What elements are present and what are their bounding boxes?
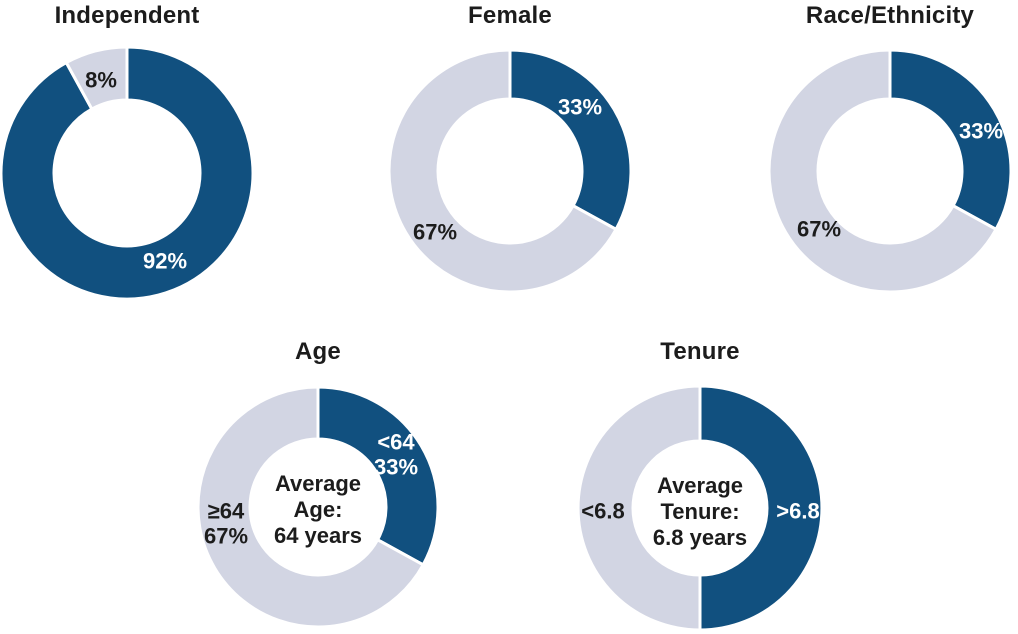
chart-title-female: Female — [468, 2, 552, 29]
donut-segment — [769, 50, 999, 292]
segment-label-under-6-8: <6.8 — [581, 498, 625, 524]
donut-segment — [198, 387, 426, 627]
donut-segment — [389, 50, 619, 292]
donut-chart-race-ethnicity: Race/Ethnicity 33% 67% — [769, 0, 1011, 300]
donut-chart-age: Age <64 33% ≥64 67% Average Age: 64 year… — [198, 336, 438, 634]
chart-title-age: Age — [295, 338, 341, 365]
center-label-average-tenure: Average Tenure: 6.8 years — [652, 473, 748, 550]
donut-segment — [578, 386, 702, 630]
donut-segment — [1, 47, 253, 299]
segment-label-67pct: 67% — [796, 216, 842, 242]
segment-label-33pct: 33% — [958, 118, 1004, 144]
donut-chart-independent: Independent 92% 8% — [0, 0, 254, 300]
donut-ring-race-ethnicity — [769, 50, 1011, 292]
chart-title-tenure: Tenure — [660, 338, 740, 365]
segment-label-8pct: 8% — [85, 67, 117, 93]
donut-ring-tenure — [578, 386, 822, 630]
donut-chart-tenure: Tenure >6.8 <6.8 Average Tenure: 6.8 yea… — [578, 336, 822, 634]
donut-segment — [64, 47, 129, 112]
segment-label-67pct: 67% — [412, 219, 458, 245]
donut-segment — [316, 387, 438, 567]
donut-segment — [508, 50, 631, 232]
chart-title-race-ethnicity: Race/Ethnicity — [805, 2, 975, 29]
segment-label-over-6-8: >6.8 — [776, 498, 820, 524]
segment-label-64-and-over: ≥64 67% — [203, 498, 249, 548]
donut-segment — [698, 386, 822, 630]
donut-chart-female: Female 33% 67% — [389, 0, 631, 300]
segment-label-33pct: 33% — [557, 94, 603, 120]
donut-ring-female — [389, 50, 631, 292]
chart-title-independent: Independent — [54, 2, 200, 29]
segment-label-under-64: <64 33% — [373, 429, 419, 479]
center-label-average-age: Average Age: 64 years — [273, 471, 363, 548]
segment-label-92pct: 92% — [142, 248, 188, 274]
donut-ring-age — [198, 387, 438, 627]
donut-segment — [888, 50, 1011, 232]
donut-ring-independent — [1, 47, 253, 299]
